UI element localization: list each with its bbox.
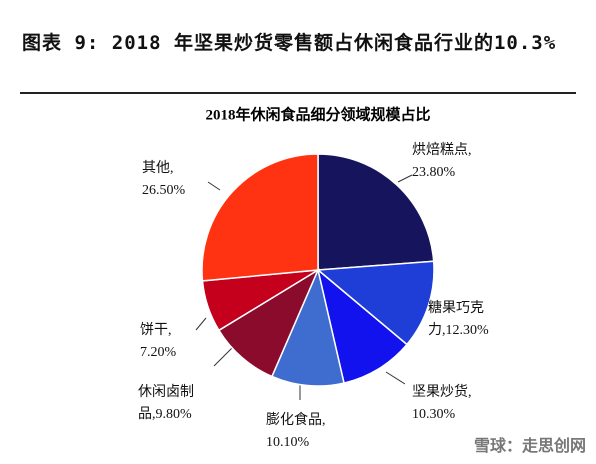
pie-slice bbox=[201, 153, 319, 282]
value-label: 9.80% bbox=[155, 407, 192, 422]
category-label: 糖果巧克力, bbox=[428, 301, 484, 338]
pie-slice bbox=[270, 267, 345, 387]
category-label: 坚果炒货, bbox=[412, 385, 472, 400]
value-label: 10.10% bbox=[266, 435, 310, 450]
category-label: 休闲卤制品, bbox=[138, 385, 194, 422]
watermark: 雪球：走思创网 bbox=[473, 436, 586, 455]
slice-label: 烘焙糕点, 23.80% bbox=[412, 140, 502, 184]
value-label: 26.50% bbox=[142, 183, 186, 198]
slice-label: 休闲卤制品,9.80% bbox=[138, 382, 198, 426]
pie-slice bbox=[316, 267, 408, 384]
value-label: 10.30% bbox=[412, 407, 456, 422]
slice-label: 膨化食品, 10.10% bbox=[266, 410, 346, 454]
category-label: 膨化食品, bbox=[266, 413, 326, 428]
slice-label: 其他, 26.50% bbox=[142, 158, 222, 202]
category-label: 烘焙糕点, bbox=[412, 143, 472, 158]
slice-label: 糖果巧克力,12.30% bbox=[428, 298, 489, 342]
category-label: 饼干, bbox=[140, 323, 172, 338]
slice-label: 坚果炒货, 10.30% bbox=[412, 382, 492, 426]
slice-label: 饼干, 7.20% bbox=[140, 320, 200, 364]
category-label: 其他, bbox=[142, 161, 174, 176]
value-label: 23.80% bbox=[412, 165, 456, 180]
header-title: 图表 9: 2018 年坚果炒货零售额占休闲食品行业的10.3% bbox=[22, 32, 557, 54]
pie-slice bbox=[317, 153, 435, 271]
chart-title: 2018年休闲食品细分领域规模占比 bbox=[205, 105, 430, 123]
pie-slice bbox=[316, 260, 435, 346]
value-label: 7.20% bbox=[140, 345, 177, 360]
value-label: 12.30% bbox=[445, 323, 489, 338]
header-rule bbox=[20, 92, 576, 94]
